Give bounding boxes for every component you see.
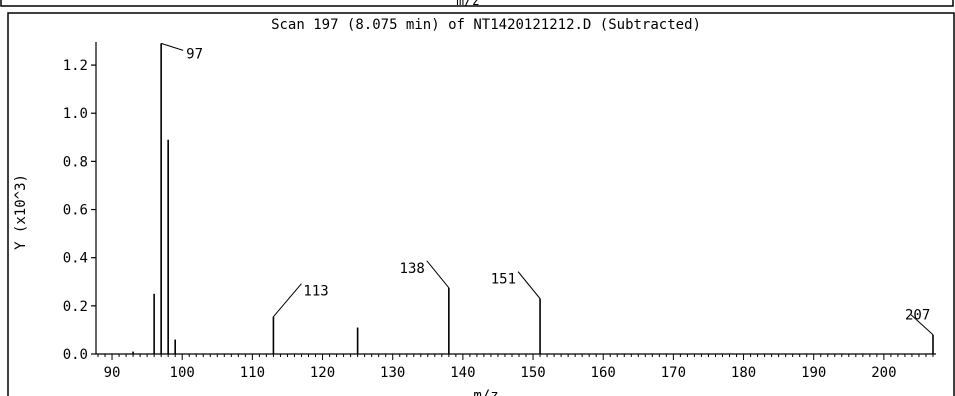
x-tick-label: 160: [591, 365, 616, 381]
annotation-label: 207: [905, 308, 930, 324]
x-tick-label: 190: [801, 365, 826, 381]
previous-panel-xlabel: m/z: [456, 0, 479, 9]
annotation-leader: [160, 42, 184, 51]
y-tick-label: 0.6: [63, 203, 88, 219]
y-tick-label: 0.4: [63, 251, 88, 267]
x-tick-label: 110: [240, 365, 265, 381]
previous-panel-frame: [0, 0, 954, 7]
annotation-label: 138: [400, 261, 425, 277]
annotation-leader: [910, 314, 934, 336]
x-tick-label: 200: [871, 365, 896, 381]
annotation-leader: [273, 283, 302, 318]
y-tick-label: 1.0: [63, 106, 88, 122]
x-ticks: 90 100 110 120 130 140 150 160 170 180 190 200: [97, 354, 934, 381]
y-ticks: 0.0 0.2 0.4 0.6 0.8 1.0 1.2: [63, 58, 96, 363]
panel-frame: [7, 12, 955, 396]
chart-title: Scan 197 (8.075 min) of NT1420121212.D (…: [271, 17, 701, 33]
x-tick-label: 150: [520, 365, 545, 381]
annotation-label: 113: [303, 284, 328, 300]
y-axis-label: Y (x10^3): [13, 174, 29, 250]
x-tick-label: 100: [170, 365, 195, 381]
annotation-leader: [426, 260, 450, 289]
annotation-label: 151: [491, 272, 516, 288]
y-tick-label: 0.8: [63, 154, 88, 170]
y-tick-label: 0.2: [63, 299, 88, 315]
peaks: [132, 43, 934, 354]
peak-annotations: 97 113 138 151 207: [160, 42, 934, 336]
x-tick-label: 90: [104, 365, 121, 381]
y-tick-label: 1.2: [63, 58, 88, 74]
x-tick-label: 180: [731, 365, 756, 381]
x-tick-label: 140: [450, 365, 475, 381]
x-tick-label: 130: [380, 365, 405, 381]
annotation-label: 97: [186, 46, 203, 62]
x-tick-label: 120: [310, 365, 335, 381]
annotation-leader: [517, 271, 541, 299]
x-axis-label: m/z: [473, 388, 498, 396]
x-tick-label: 170: [661, 365, 686, 381]
y-tick-label: 0.0: [63, 347, 88, 363]
